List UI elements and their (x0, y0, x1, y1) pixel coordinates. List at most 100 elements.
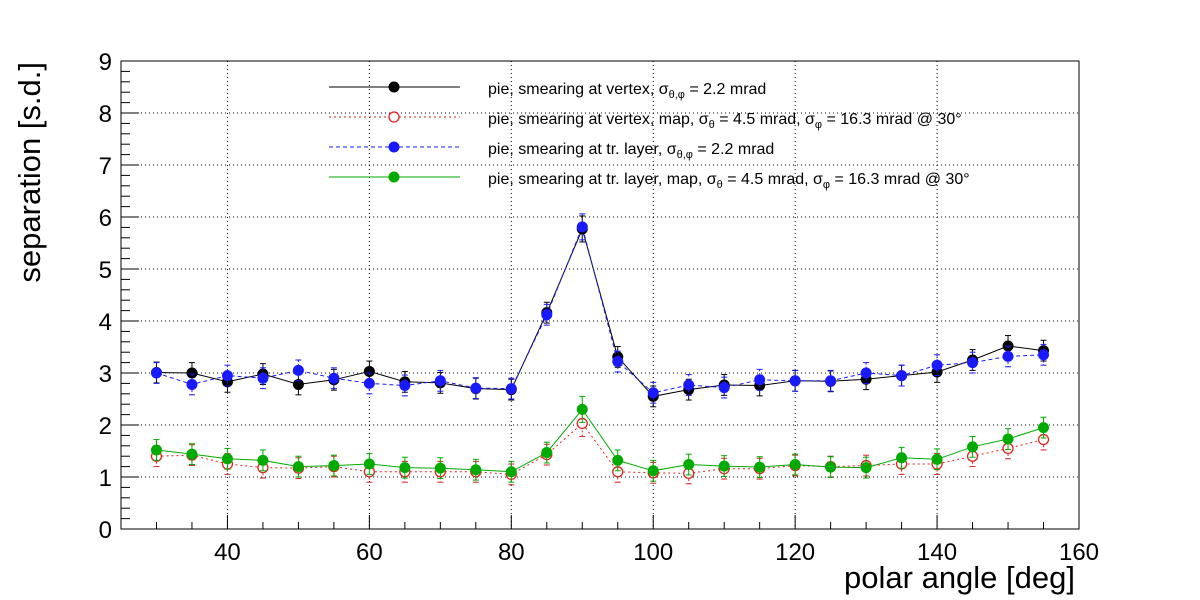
y-tick-label: 8 (99, 101, 112, 128)
data-point (541, 309, 553, 321)
legend-entry-4: pie, smearing at tr. layer, map, σθ = 4.… (329, 171, 970, 191)
x-tick-label: 140 (917, 539, 957, 566)
data-point (967, 357, 979, 369)
legend-label: pie, smearing at tr. layer, map, σθ = 4.… (488, 171, 970, 191)
data-point (399, 462, 411, 474)
data-series (150, 213, 1050, 486)
y-tick-label: 7 (99, 153, 112, 180)
data-point (257, 454, 269, 466)
series-2 (150, 409, 1050, 486)
data-point (434, 462, 446, 474)
data-point (860, 462, 872, 474)
series-line (156, 225, 1044, 394)
data-point (647, 387, 659, 399)
data-point (363, 377, 375, 389)
x-tick-label: 160 (1059, 539, 1099, 566)
data-point (388, 171, 400, 183)
legend-label: pie, smearing at tr. layer, σθ,φ = 2.2 m… (488, 141, 774, 161)
data-point (576, 221, 588, 233)
data-point (860, 367, 872, 379)
series-1 (150, 215, 1050, 408)
data-point (789, 375, 801, 387)
series-3 (150, 213, 1050, 404)
legend: pie, smearing at vertex, σθ,φ = 2.2 mrad… (329, 81, 970, 191)
y-tick-label: 1 (99, 465, 112, 492)
series-4 (150, 395, 1050, 483)
x-tick-label: 120 (775, 539, 815, 566)
data-point (292, 378, 304, 390)
data-point (388, 141, 400, 153)
data-point (221, 453, 233, 465)
x-tick-label: 80 (498, 539, 525, 566)
x-tick-label: 100 (633, 539, 673, 566)
data-point (825, 461, 837, 473)
y-axis-label: separation [s.d.] (12, 62, 47, 283)
data-point (363, 365, 375, 377)
data-point (292, 364, 304, 376)
data-point (754, 461, 766, 473)
data-point (789, 459, 801, 471)
data-point (150, 367, 162, 379)
data-point (576, 403, 588, 415)
data-point (434, 375, 446, 387)
data-point (683, 379, 695, 391)
series-line (156, 422, 1044, 475)
legend-label: pie, smearing at vertex, σθ,φ = 2.2 mrad (488, 81, 766, 101)
y-tick-label: 4 (99, 309, 112, 336)
data-point (825, 375, 837, 387)
data-point (150, 444, 162, 456)
data-point (186, 448, 198, 460)
y-tick-label: 3 (99, 361, 112, 388)
data-point (328, 460, 340, 472)
data-point (718, 382, 730, 394)
series-line (156, 408, 1044, 473)
series-line (156, 227, 1044, 397)
data-point (470, 464, 482, 476)
x-tick-label: 60 (356, 539, 383, 566)
data-point (363, 458, 375, 470)
legend-entry-2: pie, smearing at vertex, map, σθ = 4.5 m… (329, 111, 962, 131)
x-tick-label: 40 (214, 539, 241, 566)
data-point (754, 374, 766, 386)
data-point (388, 111, 400, 123)
data-point (505, 383, 517, 395)
data-point (931, 453, 943, 465)
data-point (186, 378, 198, 390)
data-point (1002, 350, 1014, 362)
legend-entry-3: pie, smearing at tr. layer, σθ,φ = 2.2 m… (329, 141, 774, 161)
data-point (221, 370, 233, 382)
y-tick-label: 9 (99, 49, 112, 76)
data-point (612, 454, 624, 466)
data-point (896, 370, 908, 382)
data-point (1038, 422, 1050, 434)
data-point (612, 356, 624, 368)
data-point (292, 461, 304, 473)
x-axis-label: polar angle [deg] (844, 560, 1075, 595)
data-point (683, 459, 695, 471)
data-point (541, 447, 553, 459)
data-point (967, 441, 979, 453)
data-point (399, 379, 411, 391)
plot-frame (120, 60, 1080, 530)
data-point (470, 382, 482, 394)
data-point (931, 359, 943, 371)
y-tick-label: 5 (99, 257, 112, 284)
y-tick-label: 2 (99, 413, 112, 440)
data-point (1038, 349, 1050, 361)
data-point (388, 81, 400, 93)
data-point (186, 367, 198, 379)
y-tick-label: 6 (99, 205, 112, 232)
data-point (647, 465, 659, 477)
axes: 40 60 80 100 120 140 160 0 1 2 3 4 5 6 7 8 9 (99, 49, 1099, 566)
data-point (505, 466, 517, 478)
legend-entry-1: pie, smearing at vertex, σθ,φ = 2.2 mrad (329, 81, 766, 101)
data-point (257, 372, 269, 384)
data-point (328, 372, 340, 384)
legend-label: pie, smearing at vertex, map, σθ = 4.5 m… (488, 111, 962, 131)
data-point (1002, 433, 1014, 445)
data-point (896, 452, 908, 464)
y-tick-label: 0 (99, 517, 112, 544)
data-point (718, 460, 730, 472)
